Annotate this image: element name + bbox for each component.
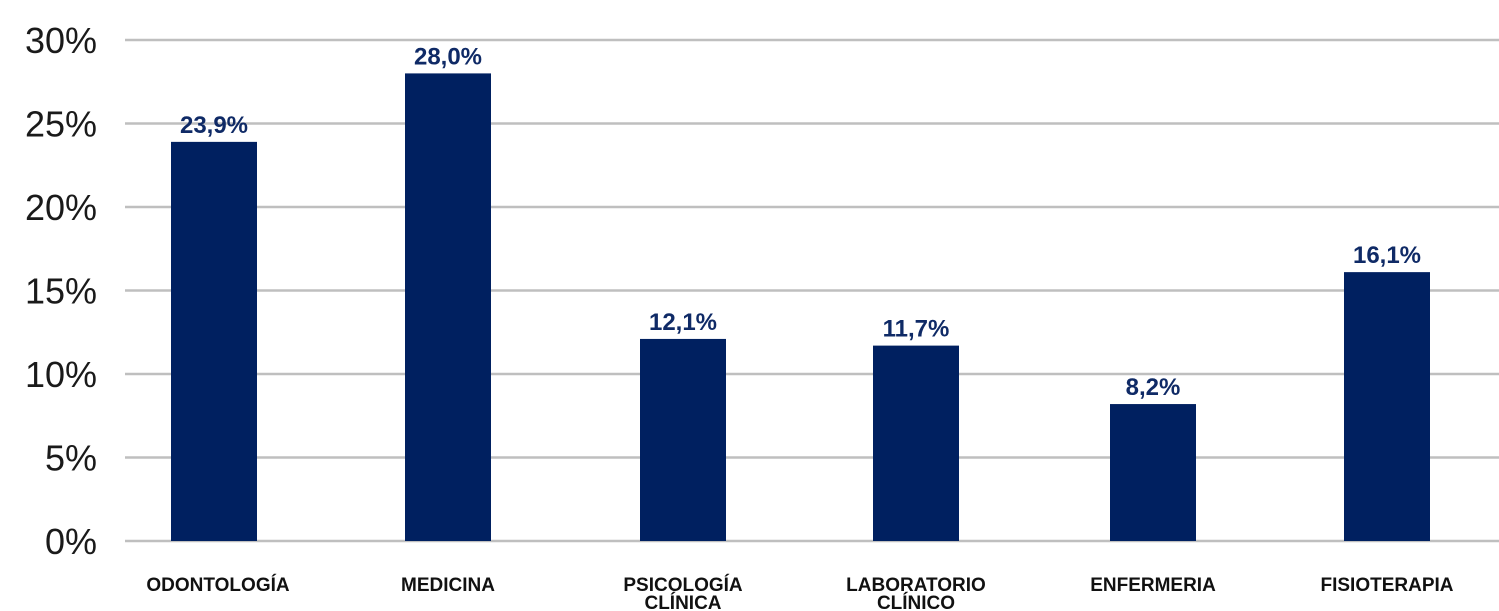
x-tick-label: ENFERMERIA xyxy=(1090,575,1216,596)
x-tick-label: LABORATORIO xyxy=(846,575,986,596)
bar xyxy=(640,338,726,541)
y-tick-label: 15% xyxy=(25,271,97,312)
bar xyxy=(1110,404,1196,541)
x-tick-label: FISIOTERAPIA xyxy=(1320,575,1453,596)
data-label: 16,1% xyxy=(1353,242,1421,269)
x-tick-label: ODONTOLOGÍA xyxy=(146,574,289,596)
y-axis-tick-labels: 0% 5% 10% 15% 20% 25% 30% xyxy=(25,20,97,562)
gridlines xyxy=(125,38,1499,543)
data-labels: 23,9% 28,0% 12,1% 11,7% 8,2% 16,1% xyxy=(180,43,1421,401)
x-tick-label: MEDICINA xyxy=(401,575,495,596)
x-tick-label: CLÍNICA xyxy=(644,592,721,611)
x-tick-label: CLÍNICO xyxy=(877,592,955,611)
y-tick-label: 25% xyxy=(25,104,97,145)
data-label: 12,1% xyxy=(649,309,717,336)
bar xyxy=(873,345,959,541)
bar xyxy=(1344,272,1430,541)
data-label: 23,9% xyxy=(180,112,248,139)
y-tick-label: 30% xyxy=(25,20,97,61)
bar xyxy=(405,73,491,542)
y-tick-label: 5% xyxy=(45,438,97,479)
x-tick-label: PSICOLOGÍA xyxy=(623,574,743,596)
data-label: 11,7% xyxy=(883,316,950,343)
bars xyxy=(171,73,1430,542)
y-tick-label: 10% xyxy=(25,354,97,395)
y-tick-label: 0% xyxy=(45,521,97,562)
y-tick-label: 20% xyxy=(25,187,97,228)
data-label: 8,2% xyxy=(1126,374,1181,401)
bar xyxy=(171,141,257,541)
data-label: 28,0% xyxy=(414,43,482,70)
